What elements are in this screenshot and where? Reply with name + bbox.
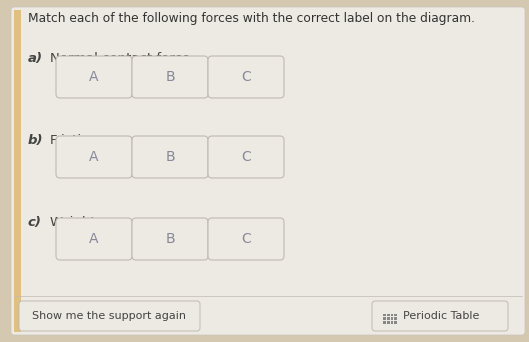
Text: a): a)	[28, 52, 43, 65]
Bar	[383, 321, 386, 324]
Bar	[395, 317, 397, 320]
FancyBboxPatch shape	[372, 301, 508, 331]
FancyBboxPatch shape	[132, 136, 208, 178]
Text: Normal contact force: Normal contact force	[50, 52, 190, 65]
Bar	[14, 10, 21, 332]
Bar	[383, 317, 386, 320]
FancyBboxPatch shape	[56, 56, 132, 98]
Text: B: B	[165, 150, 175, 164]
Text: Periodic Table: Periodic Table	[403, 311, 479, 321]
Text: Show me the support again: Show me the support again	[32, 311, 187, 321]
Text: Weight: Weight	[50, 216, 97, 229]
Text: c): c)	[28, 216, 42, 229]
Text: A: A	[89, 150, 99, 164]
Text: B: B	[165, 70, 175, 84]
FancyBboxPatch shape	[56, 136, 132, 178]
Text: C: C	[241, 70, 251, 84]
Bar	[390, 321, 394, 324]
Text: Friction: Friction	[50, 134, 99, 147]
Bar	[387, 317, 389, 320]
FancyBboxPatch shape	[56, 218, 132, 260]
Text: B: B	[165, 232, 175, 246]
Bar	[383, 314, 386, 316]
Bar	[387, 314, 389, 316]
Text: C: C	[241, 232, 251, 246]
FancyBboxPatch shape	[11, 7, 525, 335]
Bar	[390, 317, 394, 320]
Text: C: C	[241, 150, 251, 164]
FancyBboxPatch shape	[132, 218, 208, 260]
FancyBboxPatch shape	[208, 56, 284, 98]
FancyBboxPatch shape	[208, 136, 284, 178]
Text: b): b)	[28, 134, 43, 147]
Bar	[395, 314, 397, 316]
Text: Match each of the following forces with the correct label on the diagram.: Match each of the following forces with …	[28, 12, 475, 25]
Text: A: A	[89, 232, 99, 246]
FancyBboxPatch shape	[132, 56, 208, 98]
Text: A: A	[89, 70, 99, 84]
FancyBboxPatch shape	[19, 301, 200, 331]
FancyBboxPatch shape	[208, 218, 284, 260]
Bar	[387, 321, 389, 324]
Bar	[390, 314, 394, 316]
Bar	[395, 321, 397, 324]
